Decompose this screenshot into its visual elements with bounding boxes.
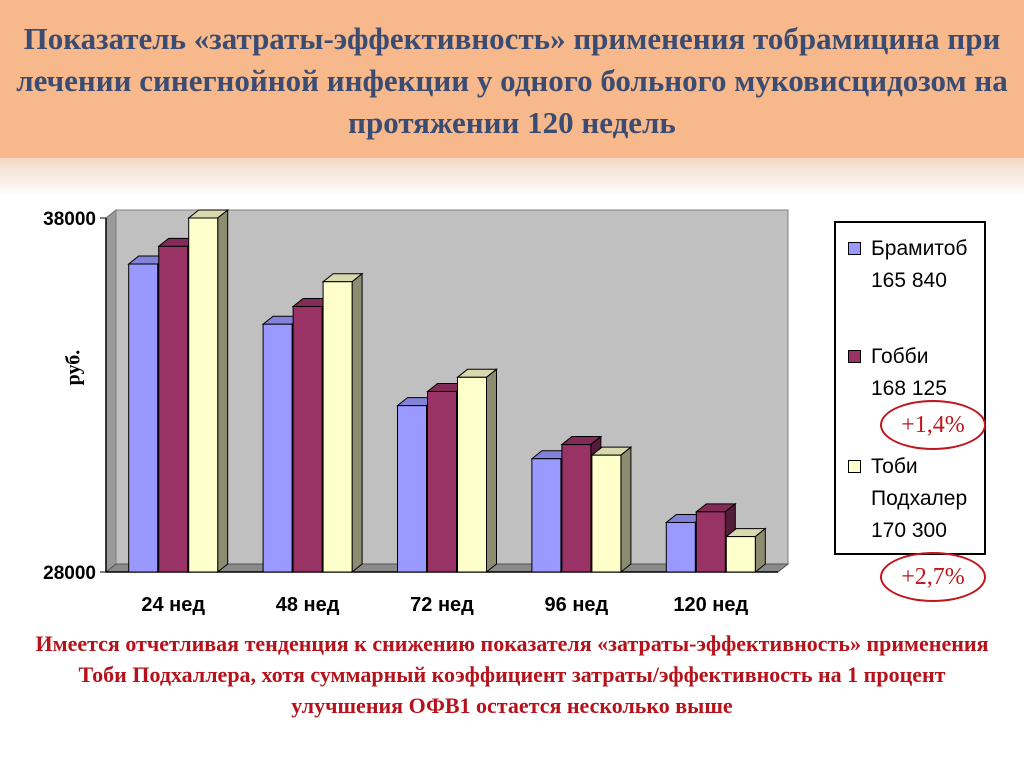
bar-0-0: [128, 263, 159, 573]
x-tick-label: 120 нед: [673, 594, 748, 616]
bar-2-1: [427, 390, 457, 573]
legend-swatch: [848, 350, 861, 363]
bar-4-2: [725, 536, 756, 573]
bar-1-2: [322, 281, 353, 573]
bar-1-0: [262, 323, 293, 573]
badge-gobbi-delta: +1,4%: [880, 400, 986, 450]
bar-2-2: [457, 376, 487, 573]
bar-3-0: [531, 458, 562, 573]
slide-title: Показатель «затраты-эффективность» приме…: [16, 21, 1008, 140]
bar-2-0: [397, 405, 427, 573]
chart-legend: Брамитоб 165 840 Гобби 168 125 Тоби Подх…: [834, 221, 986, 555]
legend-swatch: [848, 242, 861, 255]
y-tick-label: 38000: [43, 209, 96, 230]
legend-label: Брамитоб: [871, 237, 968, 260]
legend-value: 165 840: [871, 269, 947, 292]
bar-3-1: [561, 444, 592, 573]
x-tick-label: 24 нед: [141, 594, 205, 616]
conclusion-text: Имеется отчетливая тенденция к снижению …: [35, 631, 989, 718]
legend-value: 168 125: [871, 377, 947, 400]
bar-1-1: [292, 306, 323, 573]
bar-0-2: [188, 217, 219, 573]
legend-label: Тоби: [871, 455, 918, 478]
bar-4-1: [695, 511, 726, 573]
legend-label-line2: Подхалер: [871, 487, 968, 510]
bar-side-1-2: [351, 272, 363, 574]
badge-tobi-delta: +2,7%: [880, 552, 986, 602]
plot-side-wall: [105, 208, 117, 574]
legend-label: Гобби: [871, 345, 929, 368]
bar-4-0: [665, 521, 696, 573]
header-gradient: [0, 158, 1024, 196]
legend-swatch: [848, 460, 861, 473]
bar-side-2-2: [486, 368, 497, 574]
bar-chart: 28000 38000 24 нед 48 нед 72 нед 96 нед 120 не…: [43, 208, 790, 616]
legend-value: 170 300: [871, 519, 947, 542]
bar-side-3-2: [620, 446, 632, 574]
bar-3-2: [591, 454, 622, 573]
x-tick-label: 48 нед: [276, 594, 340, 616]
bar-side-0-2: [217, 208, 229, 574]
header-band: [0, 0, 1024, 158]
x-tick-label: 72 нед: [410, 594, 474, 616]
bar-0-1: [158, 245, 189, 573]
bar-side-4-2: [754, 527, 766, 574]
y-axis-label: руб.: [62, 349, 85, 386]
y-tick-label: 28000: [43, 563, 96, 584]
x-tick-label: 96 нед: [545, 594, 609, 616]
